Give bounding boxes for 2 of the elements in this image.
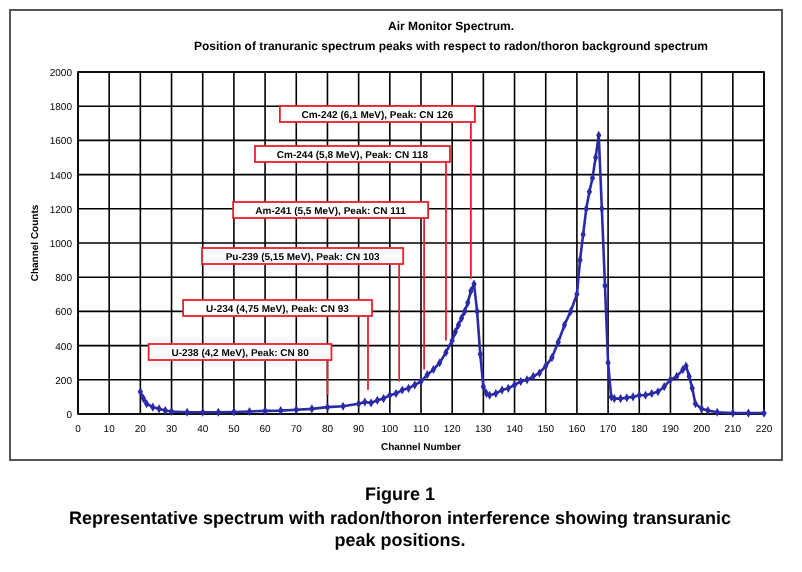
caption: Figure 1 (364, 484, 436, 504)
text: Representative spectrum with radon/thoron interference showing transuranic peak positions. (68, 508, 732, 550)
